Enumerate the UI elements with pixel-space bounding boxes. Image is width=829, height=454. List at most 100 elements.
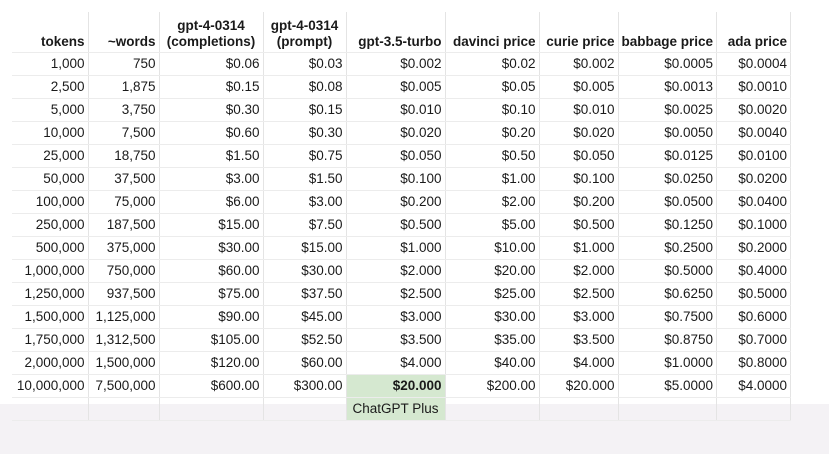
cell-curie-price[interactable]: $0.050 [539, 144, 619, 168]
cell-gpt4-prompt[interactable]: $3.00 [263, 190, 347, 214]
cell-words[interactable]: 37,500 [88, 167, 160, 191]
cell-words[interactable]: 937,500 [88, 282, 160, 306]
cell-words[interactable]: 187,500 [88, 213, 160, 237]
cell-tokens[interactable]: 1,750,000 [12, 328, 89, 352]
cell-gpt4-completions[interactable]: $1.50 [159, 144, 264, 168]
empty-cell[interactable] [445, 397, 540, 421]
cell-tokens[interactable]: 50,000 [12, 167, 89, 191]
cell-curie-price[interactable]: $0.500 [539, 213, 619, 237]
cell-gpt35-turbo[interactable]: $0.500 [346, 213, 446, 237]
cell-words[interactable]: 750 [88, 52, 160, 76]
cell-ada-price[interactable]: $0.6000 [716, 305, 792, 329]
cell-gpt35-turbo[interactable]: $1.000 [346, 236, 446, 260]
cell-gpt4-prompt[interactable]: $0.75 [263, 144, 347, 168]
cell-gpt4-completions[interactable]: $0.06 [159, 52, 264, 76]
cell-babbage-price[interactable]: $0.1250 [618, 213, 718, 237]
cell-davinci-price[interactable]: $5.00 [445, 213, 540, 237]
cell-babbage-price[interactable]: $0.0013 [618, 75, 718, 99]
cell-ada-price[interactable]: $0.8000 [716, 351, 792, 375]
cell-davinci-price[interactable]: $0.05 [445, 75, 540, 99]
cell-curie-price[interactable]: $0.010 [539, 98, 619, 122]
empty-cell[interactable] [716, 397, 792, 421]
cell-tokens[interactable]: 250,000 [12, 213, 89, 237]
cell-gpt35-turbo[interactable]: $3.500 [346, 328, 446, 352]
cell-ada-price[interactable]: $0.1000 [716, 213, 792, 237]
cell-words[interactable]: 7,500 [88, 121, 160, 145]
cell-babbage-price[interactable]: $1.0000 [618, 351, 718, 375]
cell-davinci-price[interactable]: $0.10 [445, 98, 540, 122]
cell-gpt35-turbo[interactable]: $3.000 [346, 305, 446, 329]
cell-tokens[interactable]: 2,000,000 [12, 351, 89, 375]
cell-words[interactable]: 18,750 [88, 144, 160, 168]
cell-gpt4-completions[interactable]: $15.00 [159, 213, 264, 237]
cell-babbage-price[interactable]: $0.0025 [618, 98, 718, 122]
cell-gpt4-completions[interactable]: $105.00 [159, 328, 264, 352]
cell-gpt4-completions[interactable]: $120.00 [159, 351, 264, 375]
empty-cell[interactable] [12, 397, 89, 421]
cell-gpt35-turbo[interactable]: $0.005 [346, 75, 446, 99]
cell-davinci-price[interactable]: $0.02 [445, 52, 540, 76]
cell-words[interactable]: 750,000 [88, 259, 160, 283]
cell-curie-price[interactable]: $0.020 [539, 121, 619, 145]
cell-gpt4-prompt[interactable]: $0.30 [263, 121, 347, 145]
cell-curie-price[interactable]: $0.005 [539, 75, 619, 99]
cell-gpt4-prompt[interactable]: $37.50 [263, 282, 347, 306]
empty-cell[interactable] [88, 397, 160, 421]
cell-gpt4-completions[interactable]: $0.15 [159, 75, 264, 99]
cell-curie-price[interactable]: $2.500 [539, 282, 619, 306]
cell-gpt35-turbo[interactable]: $0.100 [346, 167, 446, 191]
cell-babbage-price[interactable]: $0.2500 [618, 236, 718, 260]
cell-gpt4-completions[interactable]: $3.00 [159, 167, 264, 191]
cell-curie-price[interactable]: $4.000 [539, 351, 619, 375]
cell-ada-price[interactable]: $4.0000 [716, 374, 792, 398]
cell-gpt35-turbo[interactable]: $0.050 [346, 144, 446, 168]
header-gpt35-turbo[interactable]: gpt-3.5-turbo [346, 12, 446, 53]
cell-gpt4-prompt[interactable]: $0.03 [263, 52, 347, 76]
cell-tokens[interactable]: 1,000,000 [12, 259, 89, 283]
cell-davinci-price[interactable]: $10.00 [445, 236, 540, 260]
cell-gpt4-completions[interactable]: $0.60 [159, 121, 264, 145]
cell-tokens[interactable]: 5,000 [12, 98, 89, 122]
cell-gpt4-completions[interactable]: $600.00 [159, 374, 264, 398]
cell-gpt4-prompt[interactable]: $30.00 [263, 259, 347, 283]
cell-davinci-price[interactable]: $35.00 [445, 328, 540, 352]
cell-curie-price[interactable]: $3.000 [539, 305, 619, 329]
cell-gpt35-turbo[interactable]: $0.002 [346, 52, 446, 76]
cell-words[interactable]: 75,000 [88, 190, 160, 214]
cell-ada-price[interactable]: $0.5000 [716, 282, 792, 306]
cell-curie-price[interactable]: $2.000 [539, 259, 619, 283]
cell-ada-price[interactable]: $0.0004 [716, 52, 792, 76]
cell-gpt4-prompt[interactable]: $0.15 [263, 98, 347, 122]
cell-davinci-price[interactable]: $2.00 [445, 190, 540, 214]
cell-ada-price[interactable]: $0.0100 [716, 144, 792, 168]
cell-gpt4-completions[interactable]: $60.00 [159, 259, 264, 283]
cell-tokens[interactable]: 1,250,000 [12, 282, 89, 306]
cell-ada-price[interactable]: $0.0040 [716, 121, 792, 145]
cell-tokens[interactable]: 25,000 [12, 144, 89, 168]
cell-gpt4-prompt[interactable]: $60.00 [263, 351, 347, 375]
cell-gpt4-completions[interactable]: $90.00 [159, 305, 264, 329]
cell-davinci-price[interactable]: $1.00 [445, 167, 540, 191]
header-tokens[interactable]: tokens [12, 12, 89, 53]
cell-tokens[interactable]: 1,000 [12, 52, 89, 76]
cell-davinci-price[interactable]: $30.00 [445, 305, 540, 329]
cell-gpt4-prompt[interactable]: $45.00 [263, 305, 347, 329]
cell-babbage-price[interactable]: $0.5000 [618, 259, 718, 283]
cell-gpt35-turbo[interactable]: $4.000 [346, 351, 446, 375]
cell-words[interactable]: 1,875 [88, 75, 160, 99]
cell-ada-price[interactable]: $0.0020 [716, 98, 792, 122]
cell-gpt4-prompt[interactable]: $15.00 [263, 236, 347, 260]
cell-babbage-price[interactable]: $0.0500 [618, 190, 718, 214]
cell-words[interactable]: 1,125,000 [88, 305, 160, 329]
cell-tokens[interactable]: 100,000 [12, 190, 89, 214]
cell-ada-price[interactable]: $0.0400 [716, 190, 792, 214]
cell-babbage-price[interactable]: $5.0000 [618, 374, 718, 398]
cell-curie-price[interactable]: $0.100 [539, 167, 619, 191]
empty-cell[interactable] [539, 397, 619, 421]
cell-gpt35-turbo[interactable]: $0.020 [346, 121, 446, 145]
cell-words[interactable]: 1,500,000 [88, 351, 160, 375]
cell-davinci-price[interactable]: $20.00 [445, 259, 540, 283]
cell-gpt35-turbo[interactable]: $2.500 [346, 282, 446, 306]
cell-curie-price[interactable]: $0.002 [539, 52, 619, 76]
cell-tokens[interactable]: 10,000,000 [12, 374, 89, 398]
